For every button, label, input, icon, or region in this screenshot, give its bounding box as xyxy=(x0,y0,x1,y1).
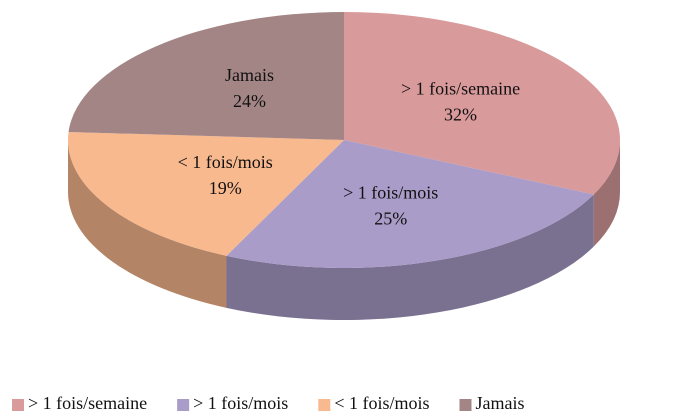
pie-side-shade xyxy=(593,140,620,247)
legend-swatch xyxy=(177,399,190,411)
slice-label: > 1 fois/semaine xyxy=(401,78,520,98)
pie-side-shade xyxy=(226,194,594,320)
slice-label: > 1 fois/mois xyxy=(343,182,438,202)
pie-slice xyxy=(226,140,594,268)
legend-label: > 1 fois/mois xyxy=(193,393,288,413)
pie-slice xyxy=(68,12,345,140)
legend-label: Jamais xyxy=(475,393,524,413)
slice-value-label: 19% xyxy=(209,178,242,198)
pie-side xyxy=(68,140,227,308)
slice-label: < 1 fois/mois xyxy=(178,152,273,172)
legend-swatch xyxy=(318,399,331,411)
legend-label: < 1 fois/mois xyxy=(334,393,429,413)
legend-swatch xyxy=(459,399,472,411)
slice-value-label: 25% xyxy=(374,208,407,228)
legend-label: > 1 fois/semaine xyxy=(28,393,147,413)
slice-value-label: 24% xyxy=(233,91,266,111)
pie-slice xyxy=(344,12,620,195)
slice-label: Jamais xyxy=(225,65,274,85)
legend-swatch xyxy=(12,399,24,411)
pie-slice xyxy=(68,131,345,256)
slice-value-label: 32% xyxy=(444,104,477,124)
pie-side xyxy=(593,140,620,247)
pie-side xyxy=(226,194,594,320)
pie-side-shade xyxy=(68,140,227,308)
